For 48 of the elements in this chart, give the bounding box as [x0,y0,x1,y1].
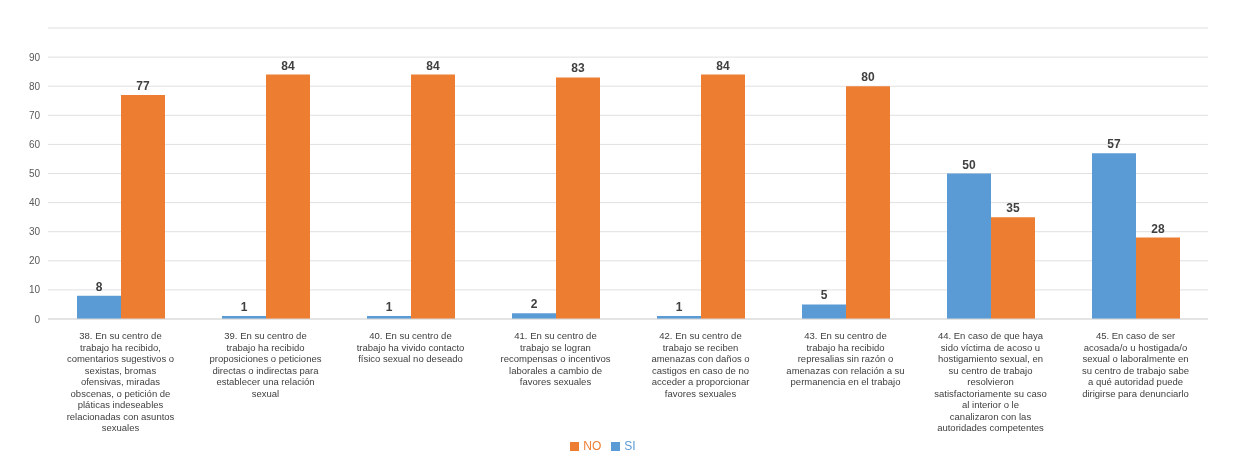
bar [1136,237,1180,319]
data-label: 5 [820,288,828,303]
bar [411,74,455,319]
data-label: 2 [530,297,538,312]
data-label: 84 [281,58,295,73]
category-label: 44. En caso de que haya sido víctima de acoso u hostigamiento sexual, en su centro de trabajo resolvieron satisfactoriamente su caso al interior o le canalizaron con las autoridades competentes [934,330,1047,433]
y-tick-label: 40 [28,197,41,209]
data-label: 35 [1006,201,1020,216]
data-label: 84 [716,58,730,73]
bar [701,74,745,319]
y-tick-label: 80 [28,80,41,92]
y-tick-label: 10 [28,284,41,296]
y-tick-label: 30 [28,226,41,238]
y-tick-label: 70 [28,109,41,121]
y-tick-label: 50 [28,168,41,180]
bar [846,86,890,319]
legend-label: NO [583,439,602,453]
bar [77,295,121,319]
data-label: 1 [675,300,683,315]
y-tick-label: 0 [34,313,41,325]
x-tick-label: 39. En su centro de trabajo ha recibido proposiciones o peticiones directas o indirectas para establecer una relación sexual [209,330,322,399]
bar [266,74,310,319]
y-tick-label: 60 [28,138,41,150]
data-label: 77 [136,78,150,93]
data-label: 28 [1151,221,1165,236]
category-label: 38. En su centro de trabajo ha recibido, comentarios sugestivos o sexistas, bromas ofensivas, miradas obscenas, o petición de pláticas indeseables relacionadas con asuntos sexuales [66,330,175,433]
x-tick-label: 41. En su centro de trabajo se logran recompensas o incentivos laborales a cambio de favores sexuales [500,330,611,387]
y-tick-label: 90 [28,51,41,63]
data-label: 1 [385,300,393,315]
data-label: 50 [962,157,976,172]
bar [121,94,165,319]
bar [802,304,846,319]
x-tick-label: 42. En su centro de trabajo se reciben amenazas con daños o castigos en caso de no acceder a proporcionar favores sexuales [651,330,750,399]
bar [947,173,991,319]
bar [556,77,600,319]
data-label: 1 [240,300,248,315]
x-tick-label: 40. En su centro de trabajo ha vivido contacto físico sexual no deseado [356,330,465,364]
x-tick-label: 45. En caso de ser acosada/o u hostigada/o sexual o laboralmente en su centro de trabajo sabe a qué autoridad puede dirigirse para denunciarlo [1081,330,1190,399]
x-tick-label: 43. En su centro de trabajo ha recibido represalias sin razón o amenazas con relación a su permanencia en el trabajo [786,330,905,387]
bar [1092,153,1136,319]
data-label: 8 [95,279,103,294]
data-label: 80 [861,70,875,85]
data-label: 84 [426,58,440,73]
legend-label: SI [624,439,636,453]
data-label: 57 [1107,137,1121,152]
bar [991,217,1035,319]
y-tick-label: 20 [28,255,41,267]
data-label: 83 [571,61,585,76]
